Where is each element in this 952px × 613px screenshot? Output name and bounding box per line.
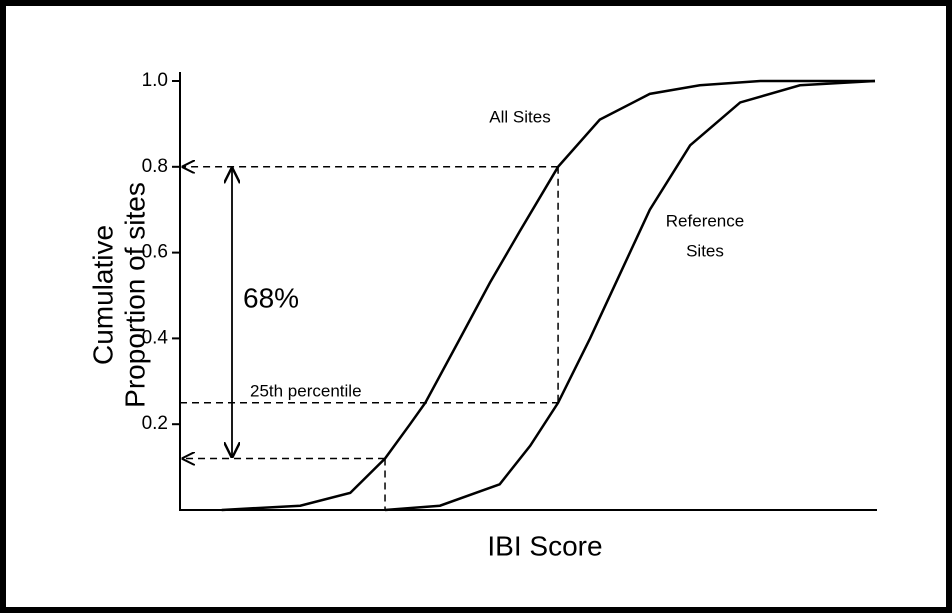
y-tick-label: 1.0 [142, 70, 168, 91]
line [221, 79, 875, 512]
y-axis-label: Proportion of sites [119, 182, 150, 408]
y-tick-label: 0.8 [142, 156, 168, 177]
annotation: 25th percentile [250, 381, 362, 400]
line [384, 79, 876, 512]
x-axis-label: IBI Score [487, 530, 602, 561]
annotation: 68% [243, 282, 299, 313]
annotation: All Sites [489, 107, 550, 126]
annotation: Reference [666, 211, 744, 230]
y-tick-label: 0.4 [142, 327, 169, 348]
y-tick-label: 0.6 [142, 242, 168, 263]
y-tick-label: 0.2 [142, 413, 168, 434]
y-axis-label: Cumulative [87, 225, 118, 365]
annotation: Sites [686, 241, 724, 260]
